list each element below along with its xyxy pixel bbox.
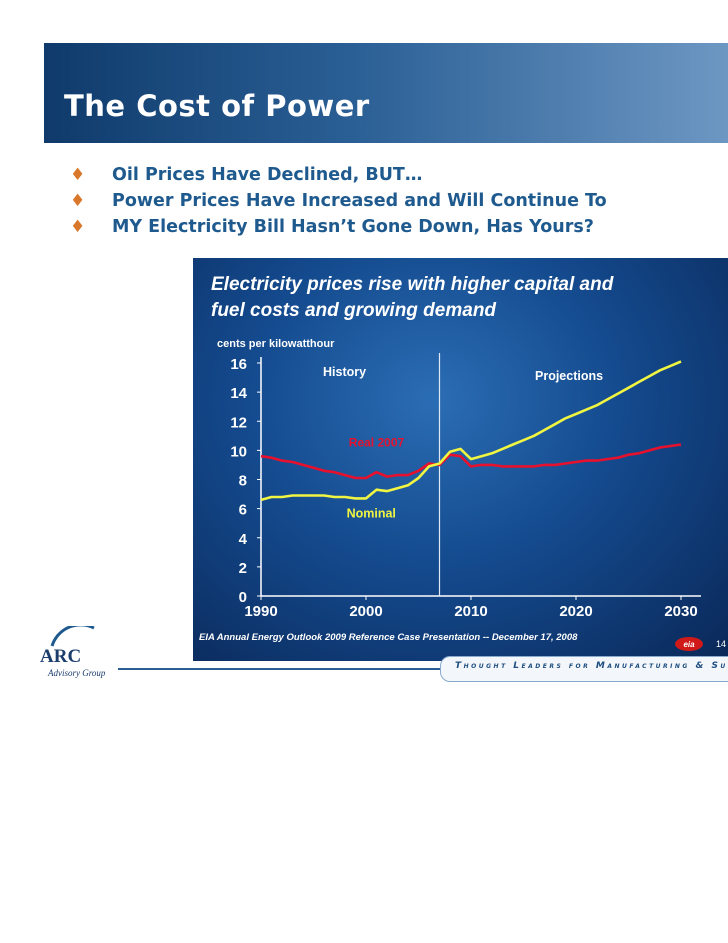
page-number: 14 xyxy=(716,639,726,649)
tagline-banner: Thought Leaders for Manufacturing & Supp… xyxy=(440,656,728,682)
y-tick-label: 6 xyxy=(239,502,247,519)
eia-badge-icon xyxy=(675,637,703,651)
chart-title: Electricity prices rise with higher capi… xyxy=(211,274,614,295)
diamond-bullet-icon: ♦ xyxy=(70,217,86,237)
y-axis-label: cents per kilowatthour xyxy=(217,338,335,350)
series-line-nominal xyxy=(260,360,682,502)
tagline-text: Thought Leaders for Manufacturing & Supp… xyxy=(455,661,728,671)
diamond-bullet-icon: ♦ xyxy=(70,191,86,211)
projections-label: Projections xyxy=(535,369,603,383)
x-tick-label: 2030 xyxy=(664,603,697,620)
y-tick-label: 14 xyxy=(230,385,247,402)
eia-badge-text: eia xyxy=(683,640,695,649)
y-tick-label: 8 xyxy=(239,473,247,490)
bullet-item: ♦ Power Prices Have Increased and Will C… xyxy=(70,188,728,214)
diamond-bullet-icon: ♦ xyxy=(70,165,86,185)
bullet-text: MY Electricity Bill Hasn’t Gone Down, Ha… xyxy=(112,217,594,237)
series-label-real-2007: Real 2007 xyxy=(349,436,405,450)
bullet-text: Oil Prices Have Declined, BUT… xyxy=(112,165,423,185)
chart-subtitle: fuel costs and growing demand xyxy=(211,300,496,321)
x-tick-label: 2020 xyxy=(559,603,592,620)
arc-logo: ARC Advisory Group xyxy=(40,626,106,678)
price-chart: Electricity prices rise with higher capi… xyxy=(199,274,726,651)
x-tick-label: 1990 xyxy=(244,603,277,620)
y-tick-label: 2 xyxy=(239,560,247,577)
y-tick-label: 4 xyxy=(239,531,248,548)
slide-title: The Cost of Power xyxy=(64,89,370,123)
bullet-list: ♦ Oil Prices Have Declined, BUT… ♦ Power… xyxy=(70,162,728,240)
y-tick-label: 10 xyxy=(230,443,247,460)
x-tick-label: 2010 xyxy=(454,603,487,620)
logo-subtitle: Advisory Group xyxy=(47,668,106,678)
y-tick-label: 0 xyxy=(239,589,247,606)
bullet-item: ♦ MY Electricity Bill Hasn’t Gone Down, … xyxy=(70,214,728,240)
y-tick-label: 16 xyxy=(230,356,247,373)
bullet-item: ♦ Oil Prices Have Declined, BUT… xyxy=(70,162,728,188)
title-band xyxy=(44,43,728,143)
history-label: History xyxy=(323,365,366,379)
logo-name: ARC xyxy=(40,646,81,667)
chart-panel: Electricity prices rise with higher capi… xyxy=(193,258,728,661)
series-label-nominal: Nominal xyxy=(347,506,396,520)
series-line-real-2007 xyxy=(260,443,682,480)
y-tick-label: 12 xyxy=(230,414,247,431)
footer-rule xyxy=(118,668,728,670)
bullet-text: Power Prices Have Increased and Will Con… xyxy=(112,191,607,211)
source-note: EIA Annual Energy Outlook 2009 Reference… xyxy=(199,632,578,643)
x-tick-label: 2000 xyxy=(349,603,382,620)
